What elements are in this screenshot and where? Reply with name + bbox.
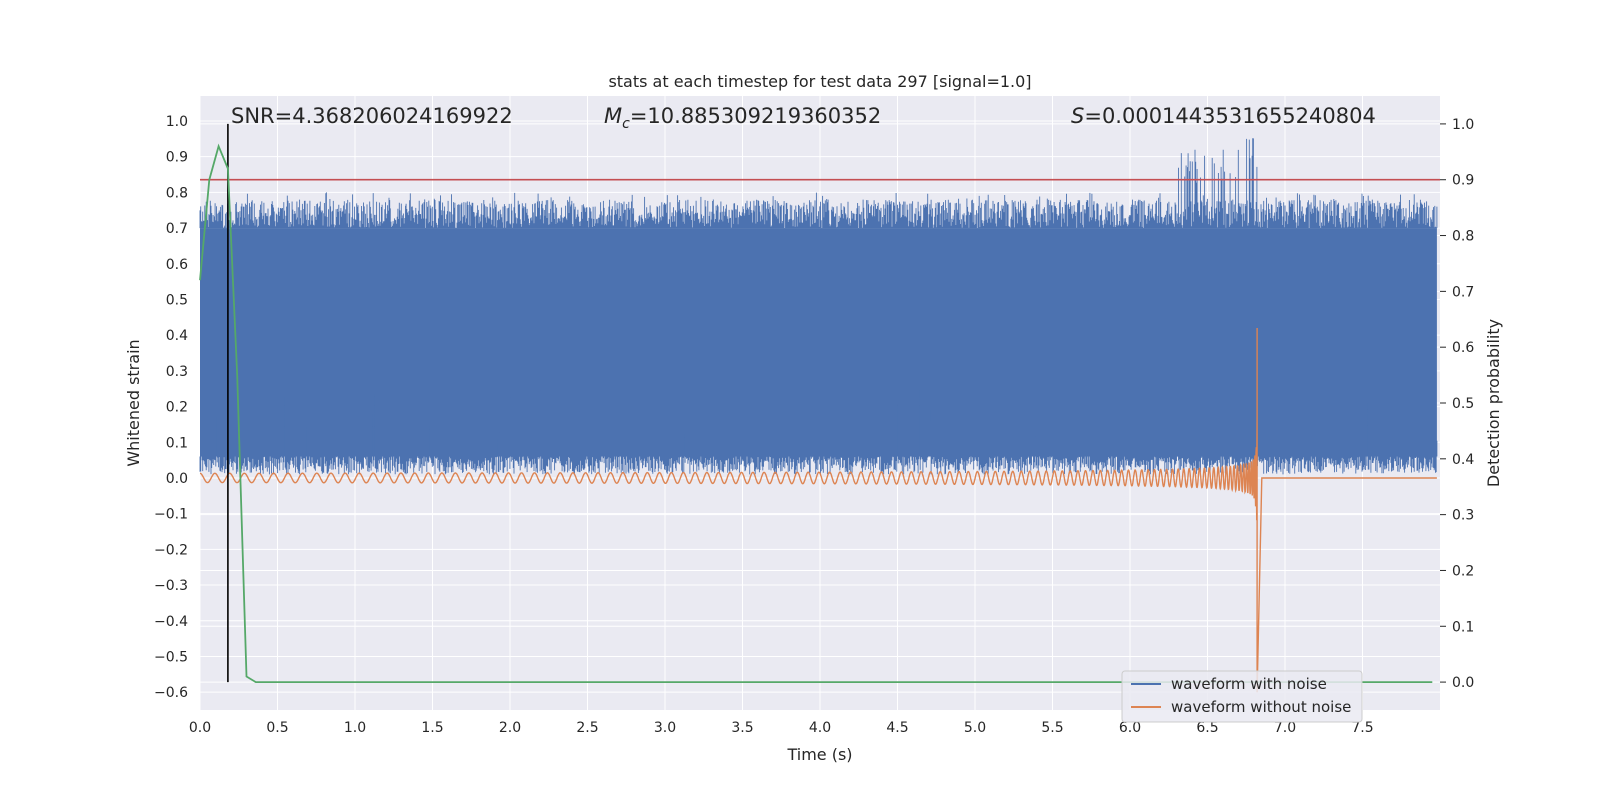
chirp-mass-value: =10.885309219360352 [630,104,881,128]
legend-label-noise: waveform with noise [1171,675,1327,693]
x-tick-label: 0.0 [189,720,211,736]
x-tick-label: 0.5 [266,720,288,736]
x-tick-label: 7.0 [1274,720,1296,736]
y-tick-label-right: 0.5 [1452,396,1474,412]
y-tick-label-left: 1.0 [166,114,188,130]
y-tick-label-right: 0.2 [1452,563,1474,579]
x-tick-label: 1.5 [421,720,443,736]
x-tick-label: 3.5 [731,720,753,736]
x-tick-label: 2.5 [576,720,598,736]
y-tick-label-left: −0.2 [154,542,188,558]
s-symbol: S [1071,104,1084,128]
x-tick-label: 7.5 [1351,720,1373,736]
snr-annotation: SNR=4.368206024169922 [231,104,513,128]
x-tick-label: 5.0 [964,720,986,736]
legend-label-clean: waveform without noise [1171,698,1351,716]
x-tick-label: 5.5 [1041,720,1063,736]
x-tick-label: 6.0 [1119,720,1141,736]
y-tick-label-left: −0.3 [154,578,188,594]
y-tick-label-right: 0.7 [1452,284,1474,300]
clean-waveform-line [199,328,1437,693]
y-tick-label-left: 0.7 [166,221,188,237]
y-axis-label-left: Whitened strain [124,339,143,466]
detection-probability-line [199,143,1433,683]
y-tick-label-left: 0.0 [166,471,188,487]
y-tick-label-left: 0.3 [166,364,188,380]
y-tick-label-right: 0.9 [1452,173,1474,189]
noise-band [200,228,1437,457]
s-value: =0.0001443531655240804 [1084,104,1376,128]
y-tick-label-left: −0.1 [154,507,188,523]
y-tick-label-right: 0.6 [1452,340,1474,356]
y-tick-label-left: 0.4 [166,328,188,344]
x-tick-label: 3.0 [654,720,676,736]
y-tick-label-left: 0.9 [166,150,188,166]
chirp-mass-symbol: M [604,104,622,128]
noise-lower-spikes [199,389,1438,475]
y-axis-label-right: Detection probability [1484,319,1503,487]
y-tick-label-left: 0.5 [166,292,188,308]
s-annotation: S=0.0001443531655240804 [1071,104,1376,128]
series-layer [199,123,1440,693]
x-tick-label: 2.0 [499,720,521,736]
chirp-mass-annotation: Mc=10.885309219360352 [604,104,881,132]
y-tick-label-right: 0.3 [1452,508,1474,524]
x-tick-label: 1.0 [344,720,366,736]
ticks: 0.0 0.5 1.0 1.5 2.0 2.5 3.0 3.5 4.0 4.5 5.0 5.5 6.0 6… [154,114,1474,736]
x-tick-label: 6.5 [1196,720,1218,736]
y-tick-label-left: 0.2 [166,400,188,416]
y-tick-label-right: 0.8 [1452,229,1474,245]
legend: waveform with noise waveform without noi… [1121,670,1363,723]
y-tick-label-right: 1.0 [1452,117,1474,133]
noise-upper-spikes [199,138,1438,229]
chirp-mass-subscript: c [622,116,630,132]
y-tick-label-left: −0.5 [154,649,188,665]
y-tick-label-right: 0.0 [1452,675,1474,691]
y-tick-label-left: 0.8 [166,185,188,201]
y-tick-label-left: 0.6 [166,257,188,273]
chart-title: stats at each timestep for test data 297… [608,72,1031,91]
x-tick-label: 4.0 [809,720,831,736]
legend-box [1121,670,1363,723]
x-tick-label: 4.5 [886,720,908,736]
y-tick-label-right: 0.4 [1452,452,1474,468]
y-tick-label-left: −0.6 [154,685,188,701]
x-axis-label: Time (s) [786,745,852,764]
y-tick-label-right: 0.1 [1452,619,1474,635]
y-tick-label-left: −0.4 [154,614,188,630]
y-tick-label-left: 0.1 [166,435,188,451]
